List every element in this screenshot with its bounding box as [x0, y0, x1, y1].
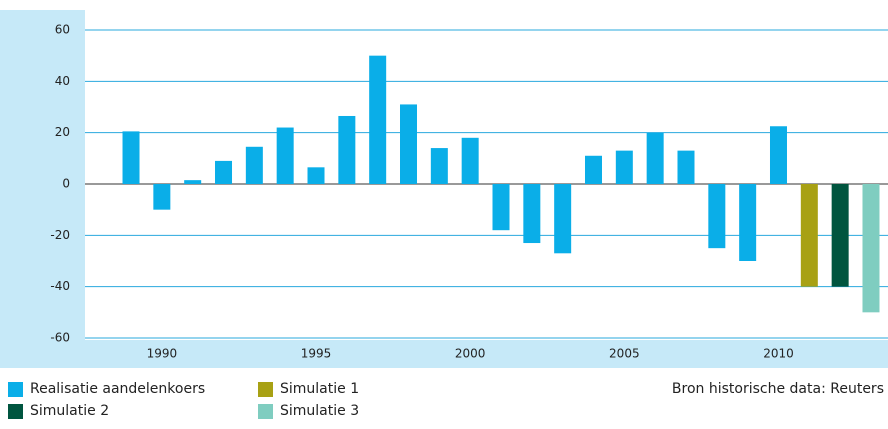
bar [646, 132, 664, 184]
legend-label: Realisatie aandelenkoers [30, 381, 205, 397]
bar [769, 126, 787, 184]
y-tick-label: 40 [55, 74, 70, 88]
y-tick-label: -20 [50, 228, 70, 242]
source: Bron historische data: Reuters [672, 381, 884, 397]
bar [215, 160, 233, 184]
legend-swatch [258, 404, 273, 419]
bar [800, 184, 818, 287]
legend-swatch [8, 404, 23, 419]
y-tick-label: 60 [55, 23, 70, 37]
legend-label: Simulatie 1 [280, 381, 359, 397]
y-tick-label: 0 [62, 177, 70, 191]
axis-panel [85, 340, 888, 368]
bar [245, 146, 263, 184]
bar [122, 131, 140, 184]
bar [739, 184, 757, 261]
legend-swatch [258, 382, 273, 397]
bar [369, 55, 387, 184]
bar [708, 184, 726, 249]
y-tick-label: -40 [50, 279, 70, 293]
legend-swatch [8, 382, 23, 397]
legend-label: Simulatie 3 [280, 403, 359, 419]
x-tick-label: 1990 [147, 347, 178, 361]
bar [338, 115, 356, 184]
bar [430, 148, 448, 184]
bar [184, 180, 202, 184]
bar [400, 104, 418, 184]
bar [276, 127, 294, 184]
bar [677, 150, 695, 184]
x-tick-label: 2005 [609, 347, 640, 361]
y-tick-label: 20 [55, 125, 70, 139]
x-tick-label: 1995 [301, 347, 332, 361]
bar [554, 184, 572, 254]
axis-panel [0, 10, 85, 368]
x-tick-label: 2010 [763, 347, 794, 361]
y-tick-label: -60 [50, 331, 70, 345]
bar [461, 137, 479, 184]
bar [523, 184, 541, 244]
bar [492, 184, 510, 231]
legend-label: Simulatie 2 [30, 403, 109, 419]
x-tick-label: 2000 [455, 347, 486, 361]
bar [615, 150, 633, 184]
bar [307, 167, 325, 184]
bar [862, 184, 880, 313]
bar [831, 184, 849, 287]
bar [153, 184, 171, 210]
bar [584, 155, 602, 184]
